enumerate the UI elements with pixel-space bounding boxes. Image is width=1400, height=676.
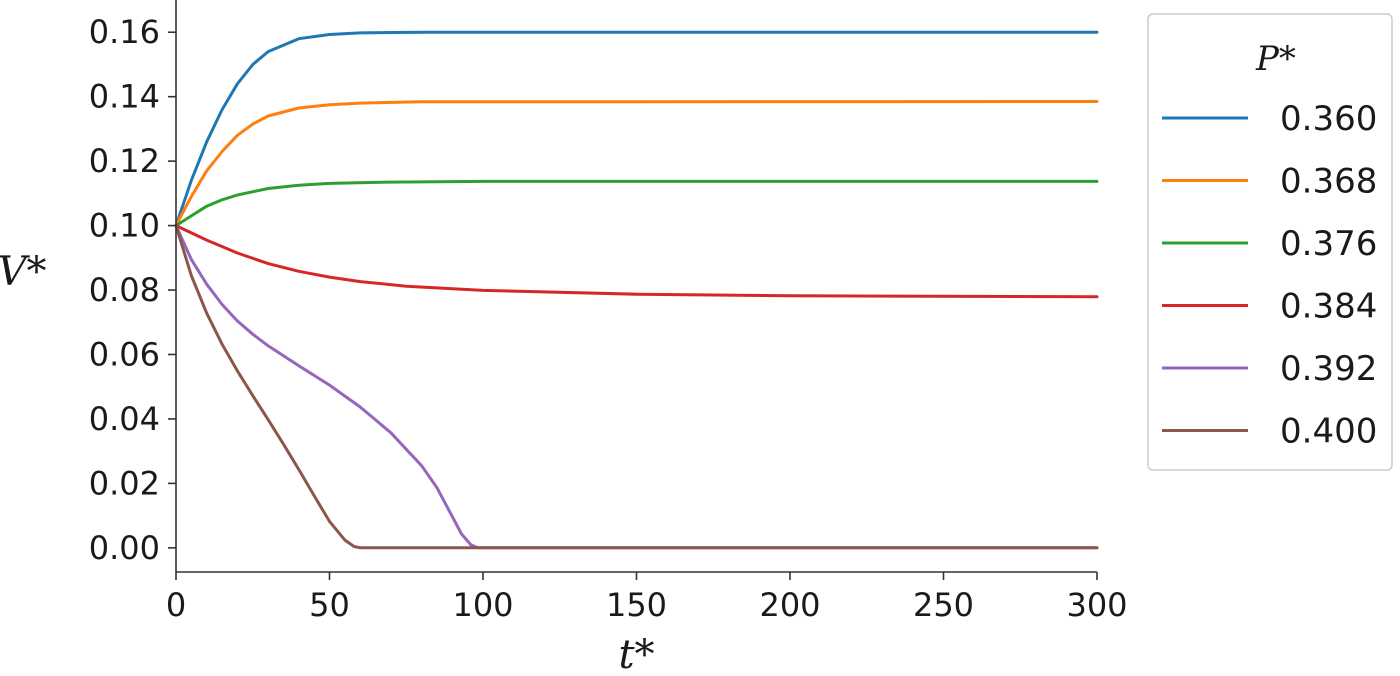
legend-label: 0.368 [1280, 162, 1377, 202]
x-tick-label: 100 [452, 586, 513, 624]
y-tick-label: 0.04 [89, 400, 160, 438]
x-tick-label: 250 [913, 586, 974, 624]
y-tick-label: 0.02 [89, 464, 160, 502]
y-tick-label: 0.08 [89, 271, 160, 309]
legend-title: P* [1255, 39, 1296, 79]
y-axis-title: V* [0, 249, 46, 295]
series-line-0.368 [174, 100, 1099, 228]
axes: 0.00 0.02 0.04 0.06 0.08 0.10 0.12 0.14 0.16 0 50… [89, 0, 1128, 624]
legend-label: 0.360 [1280, 99, 1377, 139]
x-axis-title: t* [618, 632, 654, 676]
x-ticks: 0 50 100 150 200 250 300 [166, 572, 1128, 624]
series-line-0.360 [174, 30, 1099, 228]
series-layer [174, 30, 1099, 550]
y-tick-label: 0.14 [89, 78, 160, 116]
legend: P* 0.360 0.368 0.376 0.384 0.392 0.400 [1147, 13, 1393, 471]
x-tick-label: 150 [606, 586, 667, 624]
series-line-0.392 [174, 224, 1099, 550]
legend-box [1147, 13, 1393, 471]
y-tick-label: 0.06 [89, 335, 160, 373]
legend-items: 0.360 0.368 0.376 0.384 0.392 0.400 [1162, 99, 1377, 452]
legend-label: 0.400 [1280, 412, 1377, 452]
series-line-0.384 [174, 224, 1099, 299]
x-tick-label: 200 [759, 586, 820, 624]
y-tick-label: 0.10 [89, 207, 160, 245]
x-tick-label: 0 [166, 586, 186, 624]
y-ticks: 0.00 0.02 0.04 0.06 0.08 0.10 0.12 0.14 0.16 [89, 13, 176, 567]
y-tick-label: 0.16 [89, 13, 160, 51]
y-tick-label: 0.00 [89, 529, 160, 567]
y-tick-label: 0.12 [89, 142, 160, 180]
legend-label: 0.376 [1280, 224, 1377, 264]
series-line-0.376 [174, 179, 1099, 228]
legend-label: 0.384 [1280, 287, 1377, 327]
x-tick-label: 300 [1066, 586, 1127, 624]
x-tick-label: 50 [309, 586, 350, 624]
series-line-0.400 [174, 224, 1099, 550]
legend-label: 0.392 [1280, 349, 1377, 389]
